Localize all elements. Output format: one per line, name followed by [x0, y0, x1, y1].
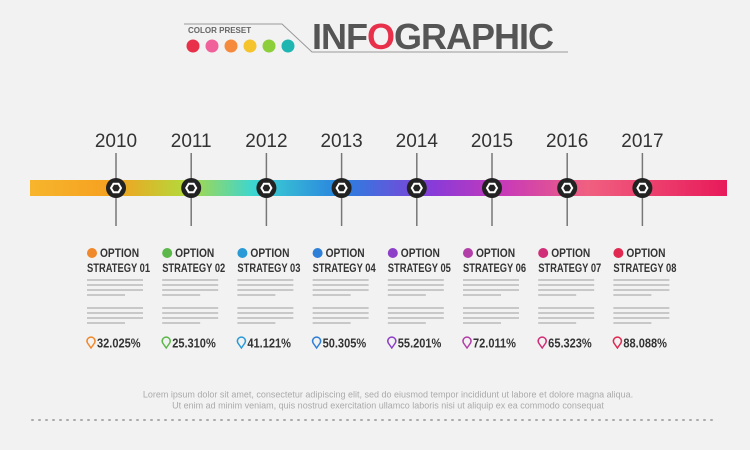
icon — [87, 248, 97, 258]
icon — [237, 248, 248, 258]
percent: 65.323% — [548, 336, 592, 351]
footer-text: Ut enim ad minim veniam, quis nostrud ex… — [172, 400, 604, 410]
node-hex — [485, 182, 499, 194]
percent: 88.088% — [623, 336, 667, 351]
strategy-label: STRATEGY 04 — [313, 262, 376, 275]
year: 2016 — [546, 131, 588, 152]
pin-icon — [236, 336, 247, 350]
year: 2014 — [396, 131, 439, 152]
node — [406, 178, 427, 198]
percent: 41.121% — [247, 336, 291, 351]
year: 2011 — [171, 131, 212, 152]
node-hex — [185, 182, 198, 194]
timeline-bar — [30, 180, 727, 196]
node-hex — [109, 182, 123, 194]
node-hex — [260, 182, 273, 194]
percent: 55.201% — [398, 336, 442, 351]
strategy-label: STRATEGY 05 — [388, 262, 451, 275]
preset-dot — [281, 39, 295, 53]
option-label: OPTION — [551, 247, 590, 260]
preset-dot — [243, 39, 257, 53]
strategy-label: STRATEGY 06 — [463, 262, 526, 275]
option-label: OPTION — [476, 247, 515, 260]
node — [331, 178, 352, 198]
option-label: OPTION — [250, 247, 289, 260]
percent: 25.310% — [172, 336, 216, 351]
icon — [387, 248, 398, 258]
strategy-label: STRATEGY 01 — [87, 262, 150, 275]
strategy-label: STRATEGY 08 — [613, 262, 676, 275]
strategy-label: STRATEGY 02 — [162, 262, 225, 275]
strategy-label: STRATEGY 03 — [237, 262, 300, 275]
node-hex — [636, 182, 649, 194]
pin-icon — [86, 336, 96, 350]
node-hex — [410, 182, 423, 194]
node — [632, 178, 653, 198]
option-label: OPTION — [175, 247, 214, 260]
year: 2017 — [621, 131, 663, 152]
title: INFOGRAPHIC — [312, 16, 554, 57]
percent: 32.025% — [97, 336, 141, 351]
node-hex — [561, 182, 574, 194]
pin-icon — [311, 336, 322, 350]
title-part: GRAPHIC — [394, 16, 554, 57]
preset-dot — [205, 39, 219, 53]
pin-icon — [612, 336, 623, 350]
icon — [463, 248, 473, 258]
node — [557, 178, 578, 198]
preset-label: COLOR PRESET — [188, 26, 251, 35]
items: 2010 OPTION STRATEGY 01 32.025% 2011 OPTION ST… — [86, 131, 676, 351]
pin-icon — [462, 336, 472, 350]
icon — [538, 248, 549, 258]
node-hex — [335, 182, 348, 194]
pin-icon — [387, 336, 397, 350]
year: 2015 — [471, 131, 513, 152]
node — [106, 178, 126, 198]
icon — [162, 248, 173, 258]
title-part: INF — [312, 16, 367, 57]
node — [256, 178, 277, 198]
percent: 72.011% — [473, 336, 516, 351]
header-rule — [184, 23, 568, 53]
year: 2013 — [320, 131, 362, 152]
preset-dot — [186, 39, 200, 53]
strategy-label: STRATEGY 07 — [538, 262, 601, 275]
icon — [312, 248, 323, 258]
icon — [613, 248, 624, 258]
preset-dot — [224, 39, 238, 53]
node — [181, 178, 202, 198]
footer-text: Lorem ipsum dolor sit amet, consectetur … — [143, 389, 633, 399]
node — [482, 178, 502, 198]
year: 2010 — [95, 131, 137, 152]
year: 2012 — [245, 131, 287, 152]
percent: 50.305% — [323, 336, 367, 351]
option-label: OPTION — [326, 247, 365, 260]
pin-icon — [537, 336, 547, 350]
option-label: OPTION — [100, 247, 139, 260]
option-label: OPTION — [401, 247, 440, 260]
option-label: OPTION — [626, 247, 665, 260]
title-part: O — [367, 16, 394, 57]
pin-icon — [161, 336, 171, 350]
preset-dot — [262, 39, 276, 53]
